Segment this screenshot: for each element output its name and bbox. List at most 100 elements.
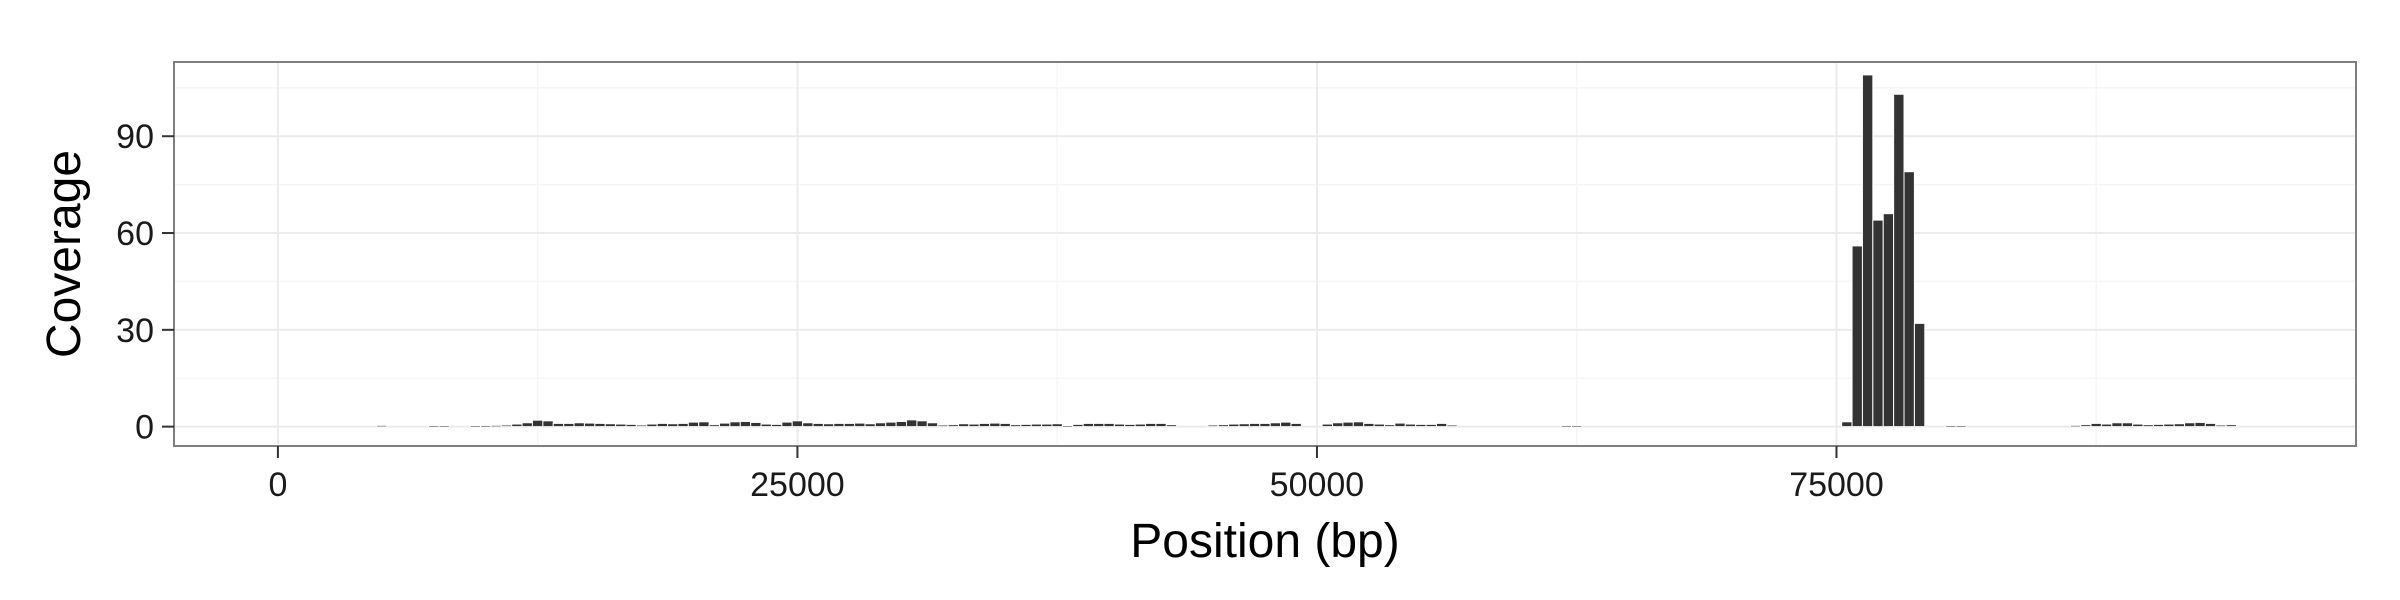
- coverage-bar: [1113, 423, 1126, 428]
- y-tick-label: 90: [116, 118, 154, 156]
- coverage-bar: [1425, 423, 1437, 428]
- coverage-bar: [490, 424, 502, 428]
- coverage-bar: [1290, 422, 1302, 428]
- coverage-bar: [978, 422, 991, 428]
- coverage-bar: [542, 420, 554, 428]
- coverage-bar: [2080, 424, 2092, 428]
- coverage-bar: [635, 424, 648, 428]
- coverage-bar: [864, 423, 876, 428]
- coverage-bar: [1373, 423, 1385, 428]
- coverage-bar: [2163, 423, 2175, 428]
- coverage-bar: [1435, 422, 1448, 428]
- coverage-bar: [1861, 74, 1874, 428]
- x-tick-label: 75000: [1789, 466, 1884, 504]
- coverage-bar: [802, 422, 814, 428]
- coverage-bar: [1560, 425, 1573, 428]
- coverage-bar: [583, 422, 596, 428]
- coverage-bar: [708, 424, 720, 428]
- coverage-bar: [1145, 422, 1157, 428]
- coverage-bar: [1093, 422, 1105, 428]
- coverage-bar: [500, 424, 513, 428]
- coverage-bars: [376, 74, 2238, 428]
- coverage-bar: [594, 422, 606, 428]
- coverage-bar: [1009, 424, 1022, 428]
- coverage-bar: [2121, 422, 2134, 428]
- coverage-bar: [2225, 424, 2238, 428]
- coverage-bar: [1352, 421, 1365, 428]
- coverage-bar: [1269, 422, 1282, 428]
- coverage-bar: [1103, 422, 1115, 428]
- coverage-bar: [1882, 213, 1895, 428]
- coverage-bar: [926, 422, 939, 428]
- coverage-bar: [1404, 423, 1417, 428]
- minor-gridlines: [174, 62, 2356, 446]
- y-axis-ticks: 0 30 60 90: [116, 118, 174, 447]
- coverage-bar: [2111, 422, 2123, 428]
- coverage-bar: [656, 422, 669, 428]
- x-axis-title: Position (bp): [1130, 515, 1399, 568]
- coverage-bar: [2215, 424, 2227, 428]
- coverage-bar: [480, 425, 492, 428]
- coverage-bar: [1020, 423, 1032, 428]
- coverage-bar: [791, 420, 804, 428]
- coverage-bar: [1383, 424, 1396, 428]
- coverage-bar: [604, 423, 617, 428]
- coverage-bar: [895, 420, 908, 428]
- coverage-bar: [854, 422, 866, 428]
- coverage-bar: [2173, 423, 2186, 428]
- coverage-bar: [1259, 422, 1271, 428]
- coverage-bar: [999, 422, 1011, 428]
- coverage-bar: [1841, 421, 1853, 428]
- coverage-bar: [947, 424, 959, 428]
- y-tick-label: 0: [135, 409, 154, 447]
- plot-panel-border: [173, 61, 2357, 447]
- major-gridlines: [174, 62, 2356, 446]
- coverage-bar: [667, 423, 679, 428]
- coverage-bar: [677, 422, 689, 428]
- coverage-bar: [2132, 423, 2144, 428]
- coverage-bar: [428, 425, 440, 428]
- coverage-bar: [1415, 423, 1427, 428]
- coverage-bar: [615, 423, 627, 428]
- coverage-bar: [1913, 322, 1926, 428]
- coverage-bar: [1851, 245, 1863, 428]
- coverage-bar: [646, 423, 658, 428]
- x-tick-label: 25000: [750, 466, 845, 504]
- coverage-bar: [1155, 422, 1167, 428]
- coverage-bar: [531, 419, 544, 428]
- x-tick-label: 50000: [1270, 466, 1365, 504]
- coverage-bar: [2184, 422, 2196, 428]
- y-tick-label: 60: [116, 215, 154, 253]
- coverage-bar: [1893, 93, 1905, 428]
- coverage-bar: [376, 424, 388, 428]
- coverage-bar: [438, 425, 450, 428]
- y-tick-label: 30: [116, 312, 154, 350]
- y-axis-title: Coverage: [38, 150, 91, 358]
- coverage-bar: [729, 421, 741, 428]
- coverage-bar: [1342, 421, 1354, 428]
- coverage-bar: [770, 423, 783, 428]
- x-tick-label: 0: [268, 466, 287, 504]
- coverage-bar: [1945, 425, 1957, 428]
- coverage-bar: [822, 423, 835, 428]
- coverage-bar: [916, 420, 928, 428]
- coverage-bar: [1207, 424, 1219, 428]
- coverage-bar: [989, 422, 1001, 428]
- coverage-bar: [885, 421, 897, 428]
- coverage-bar: [2152, 423, 2165, 428]
- coverage-bar: [2204, 422, 2217, 428]
- coverage-bar: [781, 421, 793, 428]
- coverage-bar: [1363, 422, 1375, 428]
- coverage-bar: [1061, 425, 1074, 428]
- coverage-bar: [1165, 424, 1178, 428]
- coverage-bar: [469, 425, 482, 428]
- coverage-bar: [1134, 423, 1147, 428]
- coverage-bar: [1030, 423, 1043, 428]
- coverage-bar: [1394, 422, 1406, 428]
- coverage-bar: [1571, 425, 1583, 428]
- coverage-bar: [874, 422, 887, 428]
- coverage-bar: [833, 422, 845, 428]
- coverage-bar: [1446, 424, 1458, 428]
- coverage-bar: [719, 422, 731, 428]
